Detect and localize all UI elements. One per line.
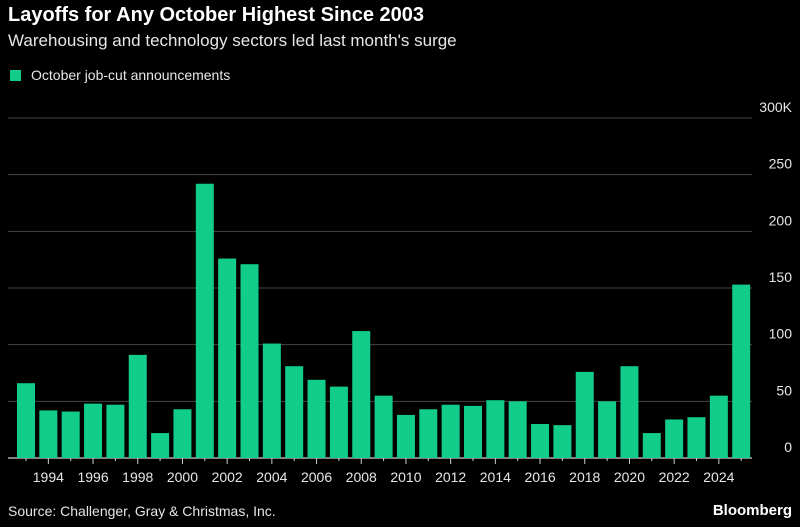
legend-swatch	[10, 69, 21, 81]
bar-2005	[285, 366, 304, 458]
bar-2007	[329, 386, 348, 458]
y-tick-label: 300K	[759, 99, 792, 115]
bar-2023	[687, 417, 706, 458]
bar-2003	[240, 264, 259, 458]
legend-label: October job-cut announcements	[31, 67, 231, 83]
bar-2015	[508, 401, 527, 458]
bar-2008	[352, 331, 371, 458]
bar-2000	[173, 409, 192, 458]
bar-2025	[732, 284, 751, 458]
bar-2021	[642, 433, 661, 458]
y-tick-label: 0	[784, 439, 792, 455]
x-tick-label: 2018	[569, 469, 600, 485]
x-tick-label: 2012	[435, 469, 466, 485]
x-tick-label: 2020	[614, 469, 645, 485]
x-tick-label: 2010	[390, 469, 421, 485]
bar-2006	[307, 379, 326, 458]
legend: October job-cut announcements	[10, 67, 230, 83]
bar-2024	[709, 395, 728, 458]
bar-2001	[195, 183, 214, 458]
bar-2020	[620, 366, 639, 458]
bar-2009	[374, 395, 393, 458]
bar-2013	[464, 405, 482, 458]
y-tick-label: 100	[769, 326, 793, 342]
x-tick-label: 2016	[524, 469, 555, 485]
bloomberg-logo: Bloomberg	[712, 502, 792, 519]
x-tick-label: 2002	[212, 469, 243, 485]
bar-2004	[262, 343, 281, 458]
bar-1998	[128, 354, 147, 458]
x-tick-label: 2000	[167, 469, 198, 485]
y-tick-label: 50	[776, 382, 792, 398]
y-tick-label: 250	[769, 156, 793, 172]
bar-2010	[396, 414, 415, 458]
bar-1996	[84, 403, 103, 458]
bar-2014	[486, 400, 505, 458]
x-tick-label: 2022	[659, 469, 690, 485]
bar-1994	[39, 410, 58, 458]
bar-1995	[61, 411, 80, 458]
bar-1999	[151, 433, 170, 458]
y-tick-label: 150	[769, 269, 793, 285]
x-tick-label: 1998	[122, 469, 153, 485]
bar-2016	[531, 424, 550, 458]
chart-subtitle: Warehousing and technology sectors led l…	[8, 31, 457, 50]
bar-1997	[106, 404, 125, 458]
x-tick-label: 2014	[480, 469, 511, 485]
chart-title: Layoffs for Any October Highest Since 20…	[8, 4, 425, 26]
x-tick-label: 1994	[33, 469, 64, 485]
x-tick-label: 2004	[256, 469, 287, 485]
bar-2017	[553, 425, 572, 458]
bar-1993	[17, 383, 35, 458]
x-tick-label: 2006	[301, 469, 332, 485]
bar-2018	[575, 371, 594, 458]
bar-2022	[665, 419, 684, 458]
bar-2019	[598, 401, 617, 458]
x-tick-label: 2024	[703, 469, 734, 485]
bar-2012	[441, 404, 460, 458]
x-tick-label: 2008	[346, 469, 377, 485]
y-tick-label: 200	[769, 212, 793, 228]
bar-2002	[218, 258, 237, 458]
bar-2011	[419, 409, 438, 458]
source-note: Source: Challenger, Gray & Christmas, In…	[8, 503, 276, 519]
x-tick-label: 1996	[77, 469, 108, 485]
